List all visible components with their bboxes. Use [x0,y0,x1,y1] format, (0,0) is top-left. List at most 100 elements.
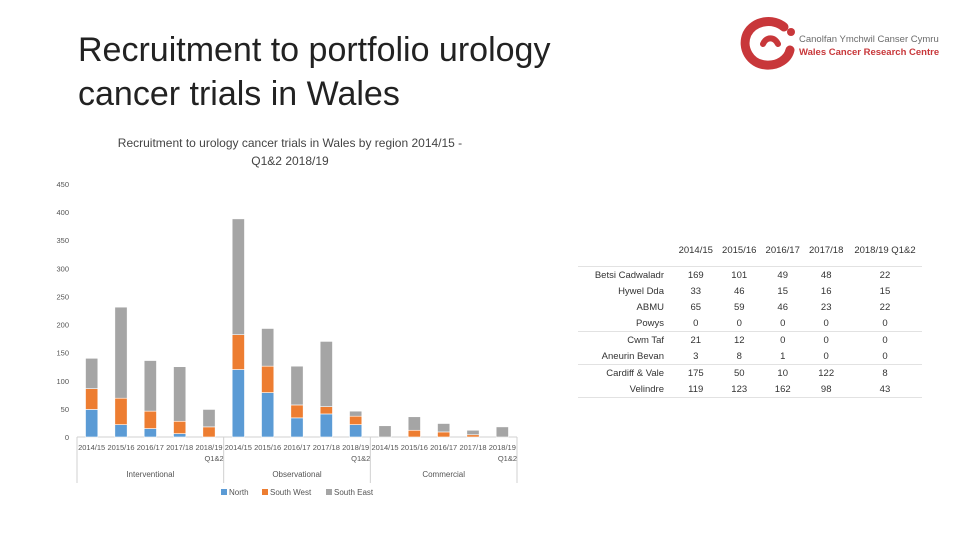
table-cell: 101 [717,266,761,283]
legend-swatch [262,489,268,495]
x-category-label: 2017/18 [313,443,340,452]
table-cell: 0 [882,350,888,362]
row-label: Powys [636,317,664,329]
bar-segment [85,388,99,410]
row-label: Aneurin Bevan [601,350,664,362]
table-cell: 15 [777,285,788,297]
table-cell: 16 [820,285,832,297]
y-tick-label: 400 [56,208,69,217]
x-category-label: 2015/16 [107,443,134,452]
table-cell: 48 [804,266,848,283]
table-cell: 22 [879,301,891,313]
logo-welsh-name: Canolfan Ymchwil Canser Cymru [799,34,939,45]
table-cell: 1 [780,350,786,362]
bar-segment [231,369,245,438]
table-row: Velindre 119 123 162 98 43 [578,381,922,398]
bar-segment [407,416,421,431]
y-tick-label: 450 [56,180,69,189]
x-category-label: 2016/17 [430,443,457,452]
bar-segment [202,426,216,438]
y-tick-label: 50 [61,405,69,414]
bar-segment [202,409,216,428]
table-row: Cardiff & Vale 175 50 10 122 8 [578,364,922,381]
table-cell: 119 [674,381,718,398]
table-cell: 0 [780,317,786,329]
table-cell: 0 [823,317,829,329]
x-category-label: 2014/15 [371,443,398,452]
table-cell: 0 [882,317,888,329]
table-row: Aneurin Bevan 3 8 1 0 0 [578,348,922,365]
bar-segment [261,392,275,438]
y-tick-label: 150 [56,349,69,358]
logo-swirl-icon [740,17,795,70]
table-cell: 49 [760,266,805,283]
chart-title-line-1: Recruitment to urology cancer trials in … [118,136,462,150]
x-category-label: 2015/16 [254,443,281,452]
table-header: 2017/18 [809,244,844,256]
table-header: 2015/16 [722,244,757,256]
bar-segment [378,425,392,438]
table-cell: 162 [760,381,805,398]
legend-swatch [221,489,227,495]
bar-segment [466,434,480,438]
table-cell: 0 [693,317,699,329]
table-row: Cwm Taf 21 12 0 0 0 [578,331,922,348]
bar-segment [349,410,363,417]
legend-label: North [229,488,249,497]
x-category-sublabel: Q1&2 [498,454,517,463]
y-tick-label: 0 [65,433,69,442]
y-tick-label: 350 [56,236,69,245]
table-cell: 8 [736,350,742,362]
chart-title-line-2: Q1&2 2018/19 [251,154,329,168]
table-row: Betsi Cadwaladr 169 101 49 48 22 [578,266,922,283]
x-category-label: 2017/18 [459,443,486,452]
bar-segment [319,406,333,415]
bar-segment [143,360,157,412]
x-category-sublabel: Q1&2 [351,454,370,463]
slide-title-line-2: cancer trials in Wales [78,75,400,113]
table-cell: 10 [760,364,805,381]
x-category-label: 2017/18 [166,443,193,452]
table-cell: 59 [733,301,745,313]
table-cell: 21 [674,331,718,348]
table-header-row: 2014/15 2015/16 2016/17 2017/18 2018/19 … [578,234,922,267]
table-cell: 15 [879,285,891,297]
x-category-label: 2015/16 [401,443,428,452]
table-cell: 0 [736,317,742,329]
bar-segment [231,334,245,370]
x-category-label: 2018/19 [489,443,516,452]
y-tick-label: 100 [56,377,69,386]
bar-segment [261,365,275,393]
bar-segment [290,365,304,406]
table-cell: 46 [777,301,788,313]
table-cell: 122 [804,364,848,381]
bar-segment [173,366,187,422]
logo-english-name: Wales Cancer Research Centre [799,47,940,58]
table-cell: 8 [847,364,922,381]
table-cell: 0 [823,350,829,362]
x-category-label: 2014/15 [225,443,252,452]
x-category-sublabel: Q1&2 [204,454,223,463]
bar-segment [261,328,275,367]
bar-segment [319,413,333,438]
table-cell: 169 [674,266,718,283]
bar-segment [437,431,451,438]
table-cell: 0 [804,331,848,348]
bar-segment [319,341,333,407]
bar-segment [466,429,480,436]
bar-segment [290,404,304,419]
x-category-label: 2016/17 [137,443,164,452]
table-cell: 123 [717,381,761,398]
x-category-label: 2018/19 [342,443,369,452]
table-header: 2014/15 [678,244,713,256]
bar-segment [349,415,363,425]
slide-title-line-1: Recruitment to portfolio urology [78,31,551,69]
row-label: Velindre [578,381,674,398]
x-group-label: Observational [272,470,322,479]
recruitment-table: 2014/15 2015/16 2016/17 2017/18 2018/19 … [578,234,922,398]
bar-segment [437,423,451,433]
y-tick-label: 200 [56,321,69,330]
table-cell: 3 [693,350,699,362]
bar-segment [143,410,157,429]
x-group-label: Commercial [422,470,465,479]
